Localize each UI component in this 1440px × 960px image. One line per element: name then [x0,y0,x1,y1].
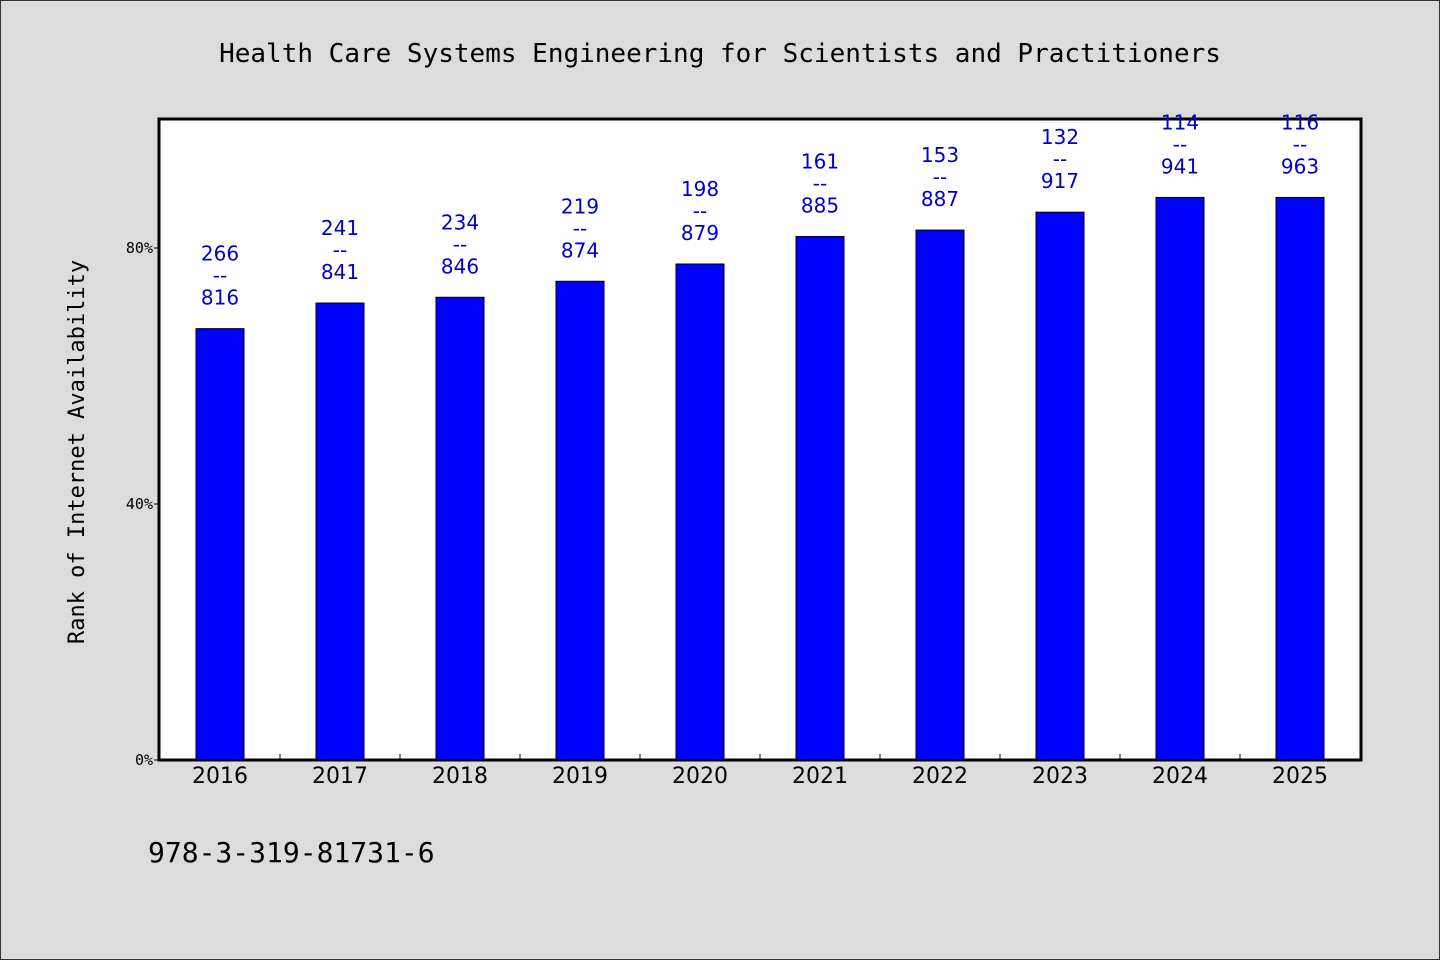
data-label-bottom: 816 [201,286,239,310]
x-tick-label-2018: 2018 [432,764,488,789]
data-label-separator: -- [333,238,347,262]
data-label-top: 266 [201,242,239,266]
data-label-top: 132 [1041,125,1079,149]
data-label-bottom: 941 [1161,154,1199,178]
data-label-top: 219 [561,194,599,218]
x-tick-label-2021: 2021 [792,764,848,789]
data-labels-layer: 266--816241--841234--846219--874198--879… [201,110,1319,309]
bar-2020 [675,263,725,761]
data-label-top: 198 [681,177,719,201]
data-label-separator: -- [573,216,587,240]
data-label-top: 114 [1161,110,1199,134]
x-tick-label-2020: 2020 [672,764,728,789]
x-tick-label-2016: 2016 [192,764,248,789]
isbn-label: 978-3-319-81731-6 [148,836,435,869]
data-label-bottom: 841 [321,260,359,284]
x-tick-label-2023: 2023 [1032,764,1088,789]
data-label-bottom: 879 [681,221,719,245]
data-label-top: 161 [801,149,839,173]
data-label-bottom: 887 [921,187,959,211]
y-axis: 0% 40% 80% [126,239,160,769]
data-label-top: 241 [321,216,359,240]
bar-2025 [1275,196,1325,761]
y-tick-label: 80% [126,239,153,257]
x-tick-label-2025: 2025 [1272,764,1328,789]
data-label-separator: -- [813,171,827,195]
data-label-separator: -- [453,232,467,256]
data-label-bottom: 885 [801,193,839,217]
data-label-separator: -- [693,199,707,223]
x-axis: 2016 2017 2018 2019 2020 2021 2022 2023 2024 2025 [192,754,1328,789]
data-label-separator: -- [1053,147,1067,171]
bar-2024 [1155,196,1205,761]
data-label-bottom: 874 [561,238,599,262]
bar-2021 [795,235,845,761]
data-label-separator: -- [1293,132,1307,156]
bar-2018 [435,296,485,761]
y-tick-label: 40% [126,495,153,513]
x-tick-label-2019: 2019 [552,764,608,789]
bar-2016 [195,328,245,761]
data-label-top: 116 [1281,110,1319,134]
bars-layer [195,196,1325,761]
bar-2023 [1035,211,1085,761]
data-label-separator: -- [213,264,227,288]
y-axis-label: Rank of Internet Availability [65,260,90,644]
x-tick-label-2017: 2017 [312,764,368,789]
data-label-bottom: 963 [1281,154,1319,178]
data-label-top: 153 [921,143,959,167]
chart-title: Health Care Systems Engineering for Scie… [219,39,1221,69]
data-label-separator: -- [1173,132,1187,156]
y-tick-label: 0% [135,751,153,769]
data-label-bottom: 846 [441,254,479,278]
bar-2022 [915,229,965,761]
x-tick-label-2024: 2024 [1152,764,1208,789]
data-label-bottom: 917 [1041,169,1079,193]
bar-2017 [315,302,365,761]
data-label-top: 234 [441,210,479,234]
x-tick-label-2022: 2022 [912,764,968,789]
bar-2019 [555,280,605,761]
data-label-separator: -- [933,165,947,189]
